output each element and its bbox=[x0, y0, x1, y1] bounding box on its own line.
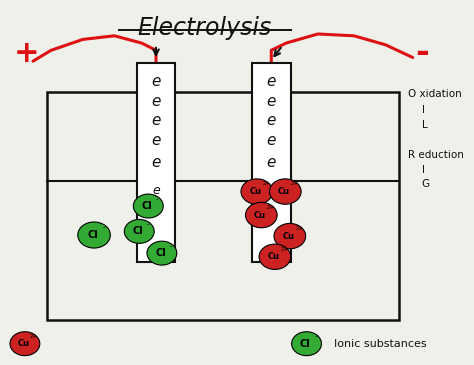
Bar bbox=[252, 63, 291, 262]
Circle shape bbox=[78, 222, 110, 248]
Text: 2+: 2+ bbox=[280, 247, 289, 251]
Text: Cu: Cu bbox=[278, 187, 290, 196]
Text: Cu: Cu bbox=[18, 339, 29, 348]
Text: Cu: Cu bbox=[254, 211, 266, 220]
Text: e: e bbox=[151, 155, 161, 170]
Text: Ionic substances: Ionic substances bbox=[334, 339, 426, 349]
Circle shape bbox=[241, 179, 273, 204]
Text: -: - bbox=[170, 243, 172, 249]
Text: Cl: Cl bbox=[300, 339, 310, 349]
Text: Cl: Cl bbox=[155, 248, 166, 258]
Text: Cl: Cl bbox=[132, 226, 143, 237]
Text: I: I bbox=[422, 105, 425, 115]
Text: 2+: 2+ bbox=[267, 205, 275, 210]
Text: 2+: 2+ bbox=[291, 181, 299, 187]
Text: Electrolysis: Electrolysis bbox=[138, 16, 272, 40]
Text: Cu: Cu bbox=[282, 232, 294, 241]
Text: e: e bbox=[151, 74, 161, 89]
Text: Cl: Cl bbox=[141, 201, 152, 211]
Text: L: L bbox=[422, 120, 428, 130]
Text: -: - bbox=[314, 334, 317, 339]
Bar bbox=[46, 92, 399, 320]
Text: +: + bbox=[13, 39, 39, 68]
Text: e: e bbox=[266, 93, 276, 108]
Text: -: - bbox=[102, 224, 105, 230]
Text: e: e bbox=[151, 93, 161, 108]
Text: e: e bbox=[266, 155, 276, 170]
Text: Cl: Cl bbox=[87, 230, 98, 240]
Circle shape bbox=[10, 332, 40, 356]
Text: I: I bbox=[422, 165, 425, 175]
Text: e: e bbox=[266, 74, 276, 89]
Text: Cu: Cu bbox=[267, 252, 279, 261]
Text: O xidation: O xidation bbox=[408, 89, 462, 99]
Text: 2+: 2+ bbox=[30, 334, 38, 339]
Text: -: - bbox=[415, 36, 428, 69]
Circle shape bbox=[292, 332, 321, 356]
Text: e: e bbox=[266, 133, 276, 148]
Text: G: G bbox=[422, 179, 430, 189]
Text: -: - bbox=[147, 221, 149, 227]
Circle shape bbox=[246, 203, 277, 228]
Text: -: - bbox=[156, 196, 158, 202]
Bar bbox=[137, 63, 175, 262]
Circle shape bbox=[274, 223, 306, 249]
Text: e: e bbox=[151, 133, 161, 148]
Circle shape bbox=[124, 219, 154, 243]
Circle shape bbox=[259, 244, 291, 269]
Circle shape bbox=[133, 194, 163, 218]
Text: e: e bbox=[152, 184, 160, 197]
Text: Cu: Cu bbox=[249, 187, 261, 196]
Text: e: e bbox=[151, 114, 161, 128]
Text: 2+: 2+ bbox=[295, 226, 303, 231]
Text: R eduction: R eduction bbox=[408, 150, 464, 160]
Circle shape bbox=[270, 179, 301, 204]
Circle shape bbox=[147, 241, 177, 265]
Text: 2+: 2+ bbox=[262, 181, 271, 187]
Text: e: e bbox=[266, 114, 276, 128]
